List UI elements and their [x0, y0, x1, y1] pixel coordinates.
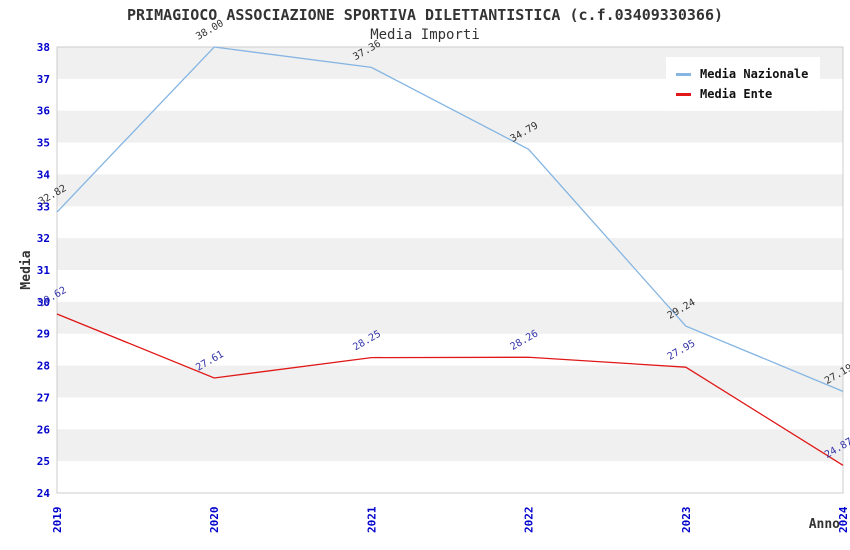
- y-tick-label: 28: [37, 360, 50, 373]
- plot-border: [56, 46, 844, 494]
- legend-item-media-ente: Media Ente: [676, 84, 808, 104]
- y-tick-label: 26: [37, 423, 51, 436]
- y-grid-band: [57, 174, 843, 207]
- y-grid-band: [57, 238, 843, 270]
- x-tick-label: 2024: [837, 506, 850, 533]
- legend-label-ente: Media Ente: [700, 87, 773, 101]
- y-tick-label: 36: [37, 105, 51, 118]
- x-tick-label: 2019: [51, 507, 64, 534]
- y-tick-label: 29: [37, 328, 50, 341]
- x-tick-label: 2020: [208, 507, 221, 534]
- y-tick-label: 32: [37, 232, 50, 245]
- legend-line-swatch-nazionale: [676, 72, 691, 76]
- value-label-media-ente: 27.95: [666, 338, 698, 363]
- y-tick-label: 33: [37, 200, 50, 213]
- legend-item-media-nazionale: Media Nazionale: [676, 64, 808, 84]
- y-tick-label: 34: [37, 168, 51, 181]
- y-axis-title: Media: [19, 250, 34, 289]
- x-axis-title: Anno: [809, 517, 840, 532]
- y-tick-label: 38: [37, 41, 50, 54]
- legend: Media Nazionale Media Ente: [666, 57, 821, 111]
- chart-subtitle: Media Importi: [370, 27, 480, 43]
- y-tick-label: 27: [37, 391, 50, 404]
- y-tick-label: 25: [37, 455, 50, 468]
- legend-line-swatch-ente: [676, 92, 691, 96]
- y-grid-band: [57, 365, 843, 398]
- legend-label-nazionale: Media Nazionale: [700, 67, 809, 81]
- series-line-media-ente: [56, 313, 844, 466]
- x-tick-label: 2022: [523, 507, 536, 534]
- y-grid-band: [57, 301, 843, 334]
- y-tick-label: 24: [37, 487, 51, 500]
- x-tick-label: 2021: [365, 506, 378, 533]
- y-grid-band: [57, 429, 843, 462]
- y-tick-label: 37: [37, 73, 50, 86]
- series-line-media-nazionale: [56, 46, 844, 392]
- y-tick-label: 35: [37, 137, 50, 150]
- y-tick-label: 30: [37, 296, 50, 309]
- chart-title: PRIMAGIOCO ASSOCIAZIONE SPORTIVA DILETTA…: [126, 6, 724, 24]
- y-tick-label: 31: [37, 264, 51, 277]
- x-tick-label: 2023: [680, 507, 693, 534]
- y-grid-band: [57, 110, 843, 143]
